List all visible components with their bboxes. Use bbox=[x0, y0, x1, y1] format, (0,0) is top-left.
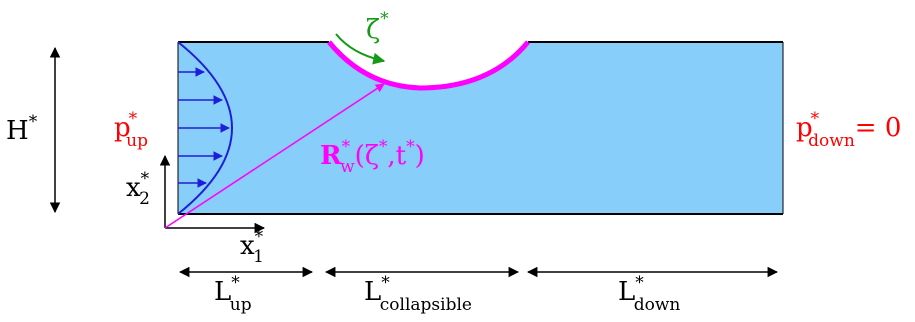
x1-label: x* 1 bbox=[240, 227, 264, 267]
p-up-label: p* up bbox=[114, 109, 148, 151]
fluid-domain bbox=[178, 42, 783, 214]
collapsible-wall bbox=[327, 40, 530, 91]
velocity-arrows bbox=[178, 67, 230, 188]
height-label: H* bbox=[6, 112, 38, 146]
wall-position-label: R* w(ζ*,t*) bbox=[320, 137, 425, 177]
l-collapsible-label: L* collapsible bbox=[364, 273, 472, 315]
x2-label: x* 2 bbox=[126, 169, 150, 209]
velocity-profile bbox=[177, 41, 233, 215]
position-vector bbox=[164, 83, 385, 229]
l-up-label: L* up bbox=[214, 273, 252, 315]
l-down-label: L* down bbox=[618, 273, 680, 315]
zeta-label: ζ* bbox=[366, 9, 389, 45]
p-down-label: p* down= 0 bbox=[796, 109, 901, 151]
zeta-arrow bbox=[335, 33, 386, 65]
